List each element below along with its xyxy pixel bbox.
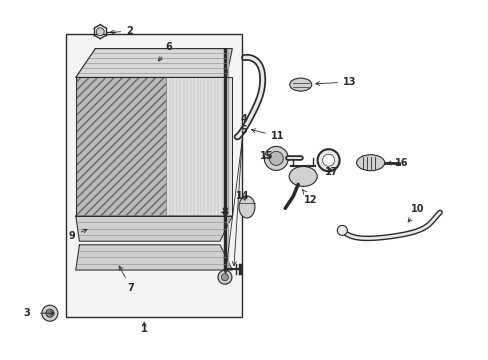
Text: 4: 4 — [232, 114, 246, 266]
Text: 15: 15 — [259, 151, 273, 161]
Text: 9: 9 — [69, 229, 87, 241]
Circle shape — [221, 274, 228, 281]
Polygon shape — [76, 49, 232, 77]
Text: 7: 7 — [119, 266, 134, 293]
Polygon shape — [76, 245, 232, 270]
Text: 2: 2 — [110, 26, 133, 36]
Circle shape — [96, 28, 104, 36]
Circle shape — [322, 154, 334, 166]
Polygon shape — [76, 216, 232, 241]
Text: 5: 5 — [224, 125, 246, 274]
Bar — [166, 77, 232, 216]
Text: 6: 6 — [158, 42, 172, 61]
Circle shape — [218, 270, 231, 284]
Text: 3: 3 — [23, 308, 30, 318]
Text: 1: 1 — [141, 324, 147, 334]
Text: 12: 12 — [302, 190, 317, 205]
Circle shape — [46, 309, 54, 317]
Circle shape — [264, 147, 288, 170]
Text: 16: 16 — [386, 158, 408, 168]
Ellipse shape — [289, 78, 311, 91]
Circle shape — [269, 152, 283, 165]
Text: 14: 14 — [236, 191, 249, 201]
Text: 17: 17 — [324, 167, 338, 177]
Circle shape — [42, 305, 58, 321]
Text: 10: 10 — [407, 204, 424, 222]
Bar — [76, 77, 166, 216]
Ellipse shape — [239, 196, 254, 218]
Ellipse shape — [356, 155, 384, 171]
Text: 11: 11 — [251, 129, 284, 141]
Bar — [66, 34, 242, 317]
Circle shape — [337, 225, 346, 235]
Text: 8: 8 — [221, 207, 228, 217]
Ellipse shape — [288, 166, 317, 186]
Circle shape — [317, 149, 339, 171]
Text: 13: 13 — [315, 77, 356, 87]
